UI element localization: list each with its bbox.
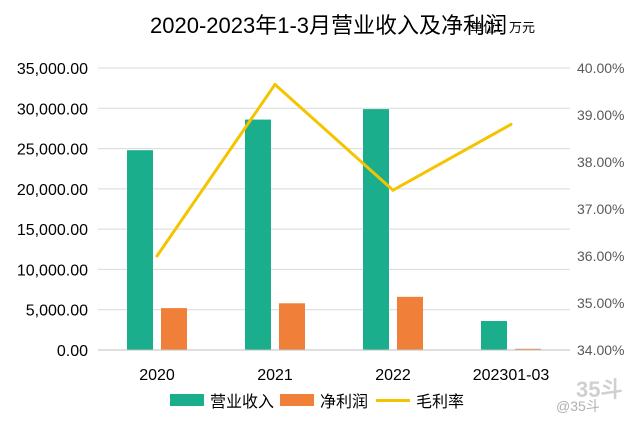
bar-net-profit [515, 348, 541, 350]
legend-label-gross-margin: 毛利率 [416, 394, 465, 411]
line-point-gross-margin [273, 82, 277, 86]
x-axis: 2020 2021 2022 202301-03 [98, 349, 570, 384]
bar-series [127, 109, 541, 351]
chart-title: 2020-2023年1-3月营业收入及净利润 [150, 13, 508, 38]
unit-label: 单位：万元 [470, 20, 536, 35]
line-point-gross-margin [155, 254, 159, 258]
legend-item-revenue: 营业收入 [170, 388, 274, 412]
legend-item-net-profit: 净利润 [280, 388, 368, 412]
y-left-tick-label: 5,000.00 [26, 303, 88, 320]
line-point-gross-margin [391, 188, 395, 192]
bar-revenue [245, 119, 271, 351]
line-series [155, 82, 513, 258]
y-left-tick-label: 35,000.00 [17, 61, 88, 78]
y-axis-left: 0.00 5,000.00 10,000.00 15,000.00 20,000.00 2… [17, 61, 88, 360]
line-point-gross-margin [509, 122, 513, 126]
y-right-tick-label: 38.00% [577, 154, 624, 170]
y-right-tick-label: 37.00% [577, 201, 624, 217]
y-right-tick-label: 36.00% [577, 248, 624, 264]
chart-title-block: 2020-2023年1-3月营业收入及净利润 单位：万元 [0, 8, 640, 42]
legend: 营业收入 净利润 毛利率 [0, 388, 640, 412]
watermark: 35斗 @35斗 [556, 372, 636, 422]
watermark-logo: 35斗 [576, 377, 623, 402]
y-axis-right: 34.00% 35.00% 36.00% 37.00% 38.00% 39.00% 40.0… [577, 60, 624, 358]
y-right-tick-label: 40.00% [577, 60, 624, 76]
y-left-tick-label: 20,000.00 [17, 182, 88, 199]
y-left-tick-label: 25,000.00 [17, 142, 88, 159]
y-left-tick-label: 10,000.00 [17, 262, 88, 279]
bar-net-profit [397, 296, 423, 350]
bar-net-profit [161, 308, 187, 350]
legend-item-gross-margin: 毛利率 [376, 388, 464, 412]
bar-revenue [363, 109, 389, 350]
x-tick-label: 2021 [257, 367, 293, 384]
legend-swatch-gross-margin [376, 398, 410, 402]
y-right-tick-label: 35.00% [577, 295, 624, 311]
line-gross-margin [155, 82, 512, 257]
y-left-tick-label: 30,000.00 [17, 101, 88, 118]
bar-revenue [127, 150, 153, 350]
watermark-handle: @35斗 [556, 398, 600, 414]
legend-label-revenue: 营业收入 [210, 394, 275, 411]
gridlines [98, 67, 570, 351]
y-left-tick-label: 15,000.00 [17, 222, 88, 239]
x-tick-label: 202301-03 [473, 367, 550, 384]
x-tick-label: 2020 [139, 367, 175, 384]
y-left-tick-label: 0.00 [57, 343, 88, 360]
legend-label-net-profit: 净利润 [320, 394, 369, 411]
x-tick-label: 2022 [375, 367, 411, 384]
legend-swatch-revenue [170, 394, 204, 406]
legend-swatch-net-profit [280, 394, 314, 406]
bar-revenue [481, 320, 507, 350]
y-right-tick-label: 34.00% [577, 342, 624, 358]
bar-net-profit [279, 303, 305, 350]
y-right-tick-label: 39.00% [577, 107, 624, 123]
